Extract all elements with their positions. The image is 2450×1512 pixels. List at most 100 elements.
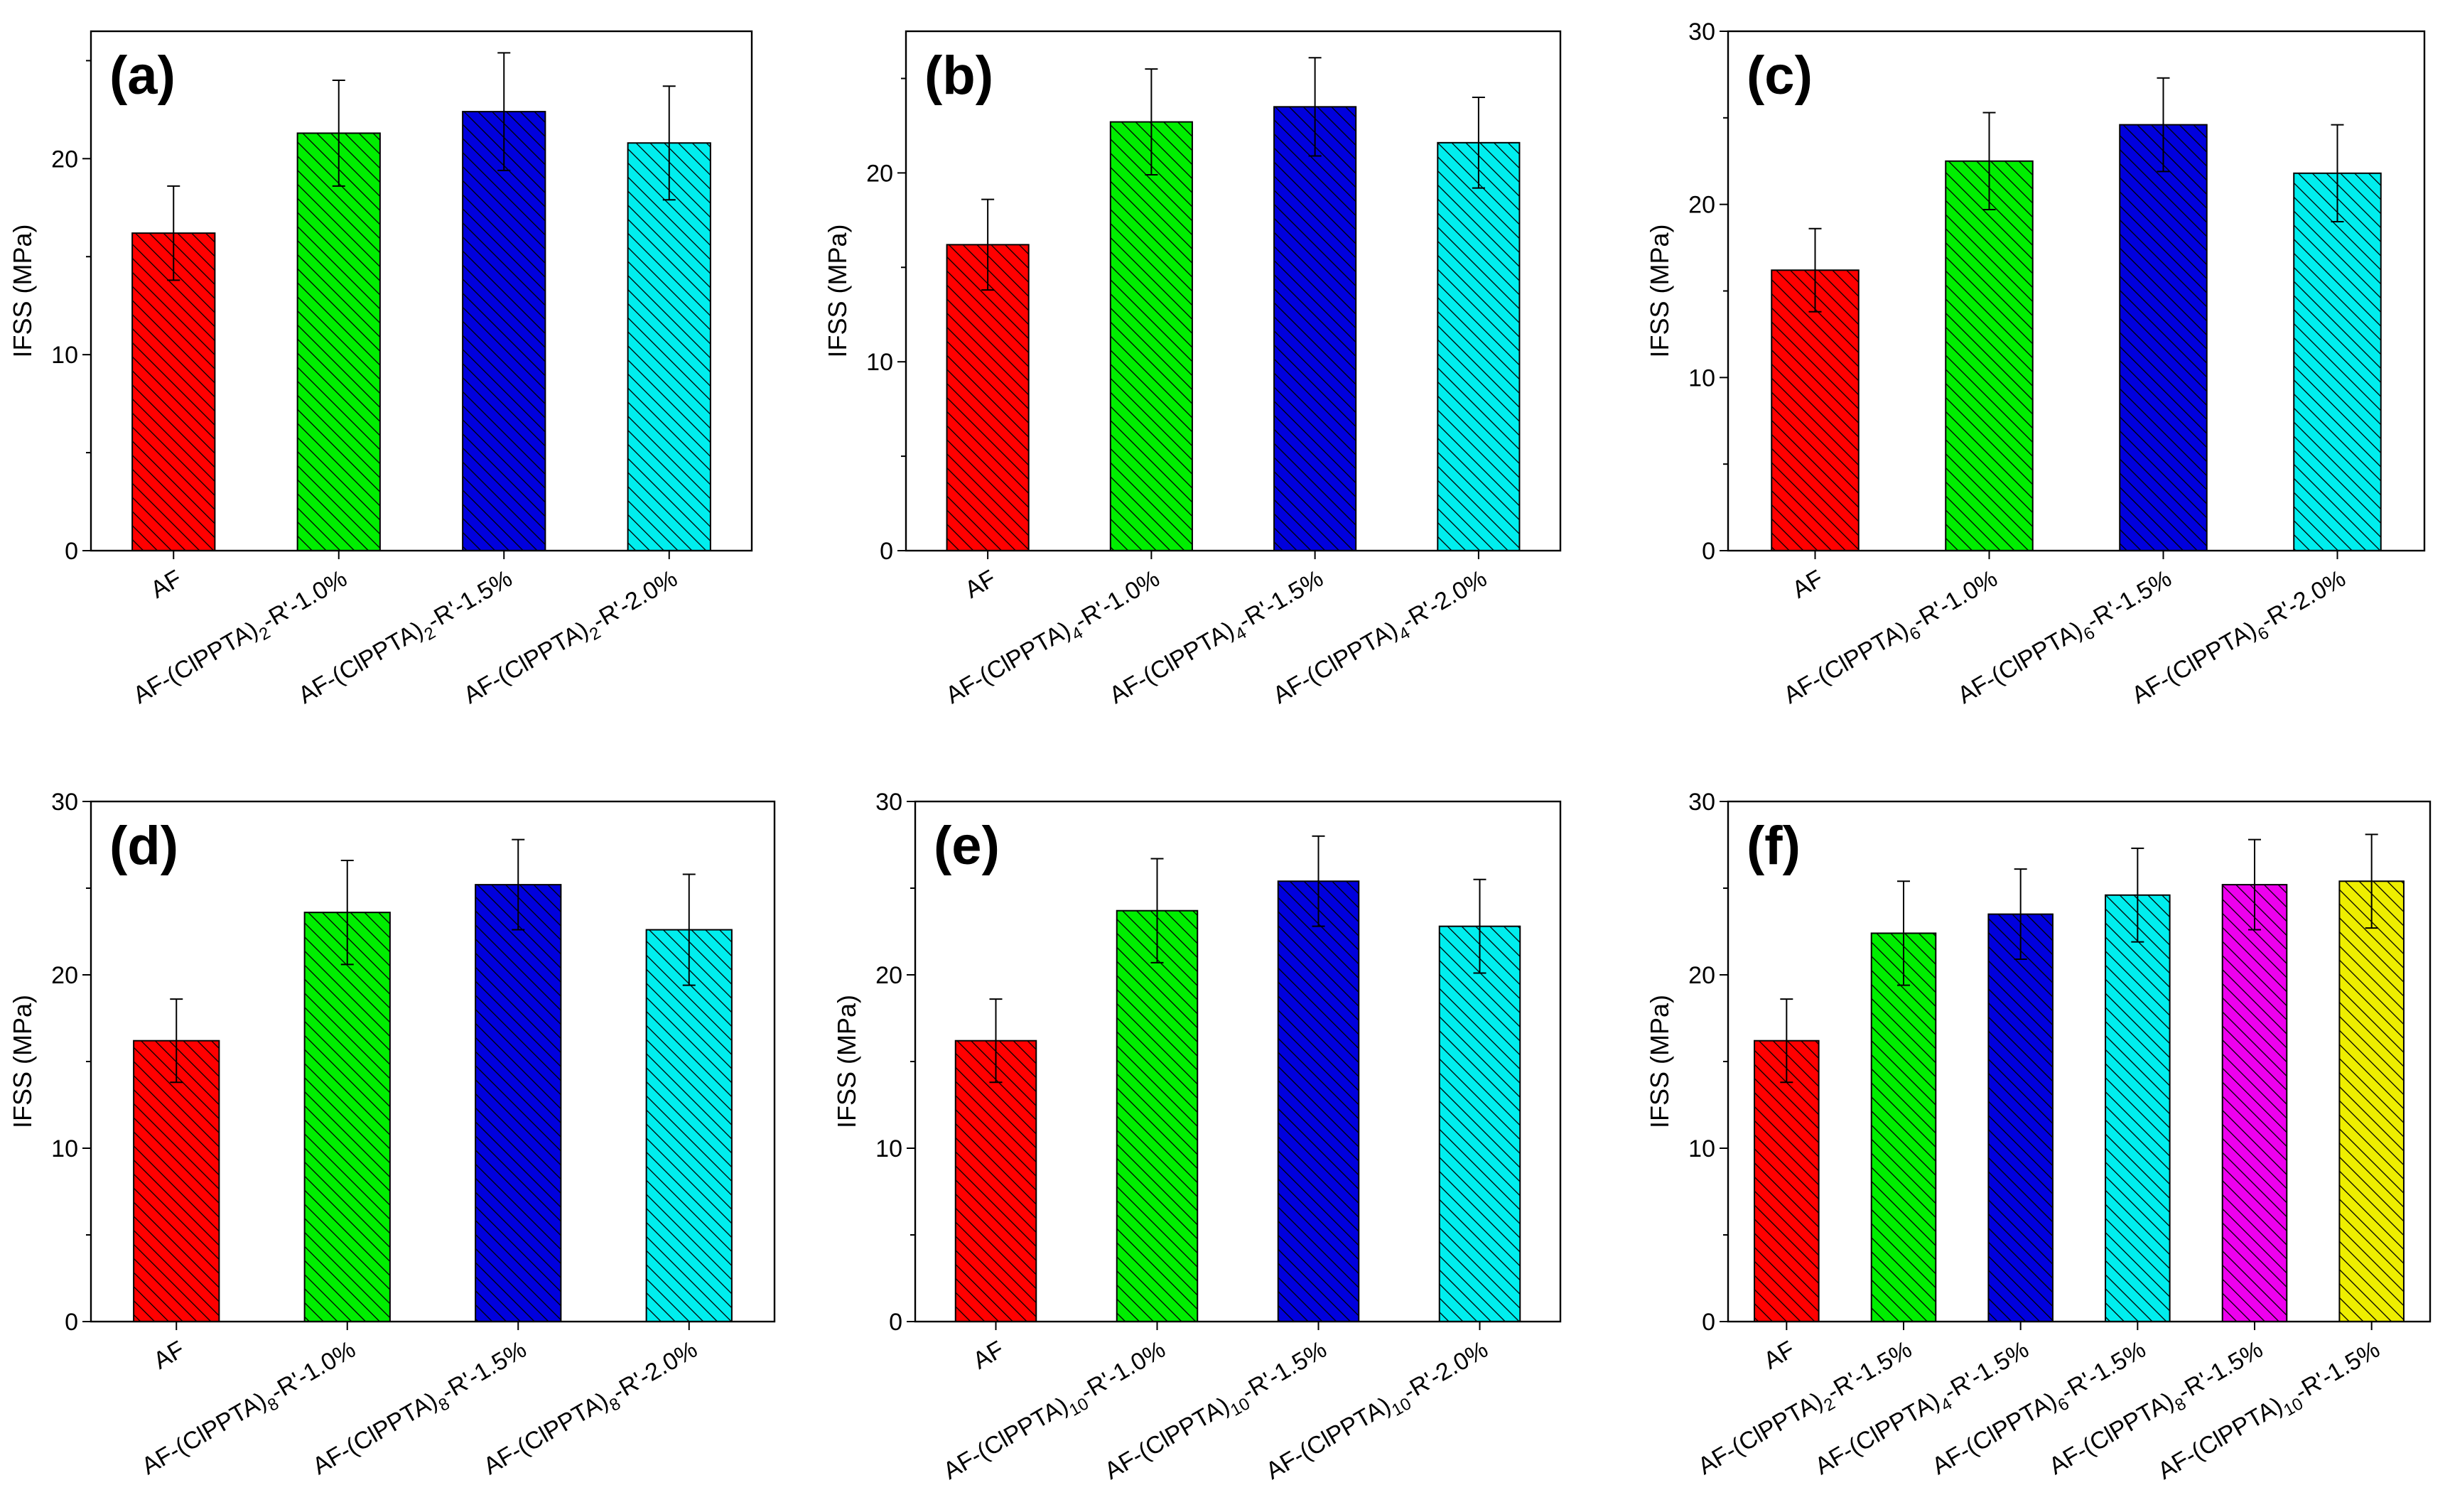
- category-label-text: AF-(ClPPTA): [1100, 1392, 1234, 1485]
- plot-frame: [1727, 800, 2432, 1323]
- category-label-suffix: -R'-1.5%: [1237, 1336, 1332, 1406]
- category-label: AF: [149, 1336, 190, 1375]
- category-label-text: AF-(ClPPTA): [2127, 616, 2262, 709]
- category-label: AF-(ClPPTA)2-R'-1.5%: [1693, 1336, 1919, 1485]
- category-label: AF: [146, 565, 187, 604]
- y-tick-label: 20: [1688, 192, 1715, 219]
- chart-panel-6: AFAF-(ClPPTA)2-R'-1.5%AF-(ClPPTA)4-R'-1.…: [1645, 789, 2432, 1490]
- category-label: AF: [968, 1336, 1009, 1375]
- bar-hatch: [304, 912, 390, 1322]
- bar-hatch: [1110, 122, 1192, 551]
- bar-hatch: [646, 929, 732, 1322]
- category-label-suffix: -R'-1.0%: [1076, 1336, 1170, 1406]
- bar-hatch: [2339, 881, 2404, 1322]
- bar-hatch: [134, 1040, 220, 1322]
- bar-hatch: [132, 233, 215, 551]
- bar-hatch: [1278, 881, 1359, 1322]
- category-label: AF: [1759, 1336, 1800, 1375]
- bar-hatch: [1439, 926, 1521, 1322]
- chart-panel-5: AFAF-(ClPPTA)10-R'-1.0%AF-(ClPPTA)10-R'-…: [832, 789, 1562, 1485]
- category-label-text: AF-(ClPPTA): [293, 616, 428, 709]
- category-label: AF-(ClPPTA)6-R'-1.5%: [1928, 1336, 2154, 1485]
- category-label-suffix: -R'-1.5%: [423, 565, 517, 635]
- category-label-suffix: -R'-1.0%: [257, 565, 352, 635]
- y-tick-label: 0: [889, 1309, 902, 1336]
- chart-panel-1: AFAF-(ClPPTA)2-R'-1.0%AF-(ClPPTA)2-R'-1.…: [8, 30, 753, 709]
- chart-panel-2: AFAF-(ClPPTA)4-R'-1.0%AF-(ClPPTA)4-R'-1.…: [823, 30, 1562, 709]
- category-label: AF-(ClPPTA)4-R'-1.5%: [1810, 1336, 2036, 1485]
- category-label-suffix: -R'-1.0%: [266, 1336, 360, 1406]
- category-label-text: AF: [968, 1336, 1009, 1375]
- category-label: AF-(ClPPTA)10-R'-1.5%: [2153, 1336, 2387, 1490]
- panel-label: (a): [109, 45, 176, 106]
- y-tick-label: 30: [51, 789, 78, 816]
- category-label-text: AF-(ClPPTA): [939, 1392, 1073, 1485]
- y-axis-title: IFSS (MPa): [823, 224, 852, 357]
- category-label-suffix: -R'-1.5%: [2173, 1336, 2267, 1406]
- category-label-suffix: -R'-1.5%: [2290, 1336, 2385, 1406]
- bar-hatch: [2120, 124, 2207, 551]
- category-label-text: AF-(ClPPTA): [137, 1387, 271, 1480]
- panel-label: (c): [1747, 45, 1813, 106]
- chart-panel-3: AFAF-(ClPPTA)6-R'-1.0%AF-(ClPPTA)6-R'-1.…: [1645, 18, 2426, 709]
- category-label-text: AF: [960, 565, 1000, 604]
- y-tick-label: 0: [1702, 1309, 1715, 1336]
- category-label-text: AF-(ClPPTA): [1779, 616, 1914, 709]
- category-label-text: AF-(ClPPTA): [129, 616, 263, 709]
- category-label-suffix: -R'-1.5%: [437, 1336, 531, 1406]
- y-tick-label: 10: [51, 342, 78, 369]
- y-axis-title: IFSS (MPa): [8, 995, 37, 1128]
- category-label: AF: [1788, 565, 1828, 604]
- category-label: AF: [960, 565, 1000, 604]
- bar-hatch: [946, 244, 1029, 551]
- category-label-suffix: -R'-1.0%: [1908, 565, 2002, 635]
- y-tick-label: 20: [51, 962, 78, 989]
- bar-hatch: [1437, 142, 1520, 551]
- bar-hatch: [1274, 107, 1356, 551]
- y-tick-label: 20: [875, 962, 902, 989]
- category-label-text: AF: [1759, 1336, 1800, 1375]
- y-tick-label: 20: [866, 160, 893, 187]
- bar-hatch: [1771, 270, 1859, 551]
- bar-hatch: [1871, 933, 1936, 1322]
- bar-hatch: [1946, 161, 2033, 551]
- bar-hatch: [2222, 885, 2287, 1322]
- category-label-suffix: -R'-2.0%: [2256, 565, 2351, 635]
- category-label-suffix: -R'-2.0%: [1398, 1336, 1493, 1406]
- y-tick-label: 10: [51, 1135, 78, 1162]
- category-label-text: AF-(ClPPTA): [1268, 616, 1403, 709]
- category-label-text: AF: [1788, 565, 1828, 604]
- chart-panel-4: AFAF-(ClPPTA)8-R'-1.0%AF-(ClPPTA)8-R'-1.…: [8, 789, 776, 1480]
- y-tick-label: 10: [1688, 364, 1715, 392]
- panel-label: (d): [109, 816, 178, 876]
- category-label-text: AF-(ClPPTA): [1261, 1392, 1396, 1485]
- category-label-suffix: -R'-1.0%: [1070, 565, 1165, 635]
- bar-hatch: [1988, 914, 2053, 1322]
- category-label-text: AF: [146, 565, 187, 604]
- category-label-text: AF-(ClPPTA): [941, 616, 1076, 709]
- bar-hatch: [463, 112, 546, 551]
- category-label-text: AF-(ClPPTA): [308, 1387, 442, 1480]
- y-tick-label: 10: [1688, 1135, 1715, 1162]
- y-tick-label: 10: [866, 349, 893, 376]
- category-label-suffix: -R'-1.5%: [1234, 565, 1328, 635]
- category-label-text: AF-(ClPPTA): [1693, 1387, 1828, 1480]
- bar-hatch: [627, 143, 711, 551]
- y-tick-label: 10: [875, 1135, 902, 1162]
- category-label-text: AF-(ClPPTA): [479, 1387, 613, 1480]
- category-label-text: AF-(ClPPTA): [459, 616, 593, 709]
- y-tick-label: 0: [65, 1309, 78, 1336]
- y-tick-label: 0: [1702, 538, 1715, 565]
- y-tick-label: 30: [1688, 18, 1715, 45]
- category-label-text: AF-(ClPPTA): [1105, 616, 1239, 709]
- category-label-suffix: -R'-1.5%: [2082, 565, 2176, 635]
- bar-hatch: [475, 885, 561, 1322]
- category-label-text: AF-(ClPPTA): [1953, 616, 2088, 709]
- bar-hatch: [2105, 895, 2170, 1322]
- category-label-text: AF: [149, 1336, 190, 1375]
- plot-frame: [90, 30, 753, 552]
- y-tick-label: 20: [51, 146, 78, 173]
- bar-hatch: [297, 133, 380, 551]
- category-label-suffix: -R'-2.0%: [608, 1336, 702, 1406]
